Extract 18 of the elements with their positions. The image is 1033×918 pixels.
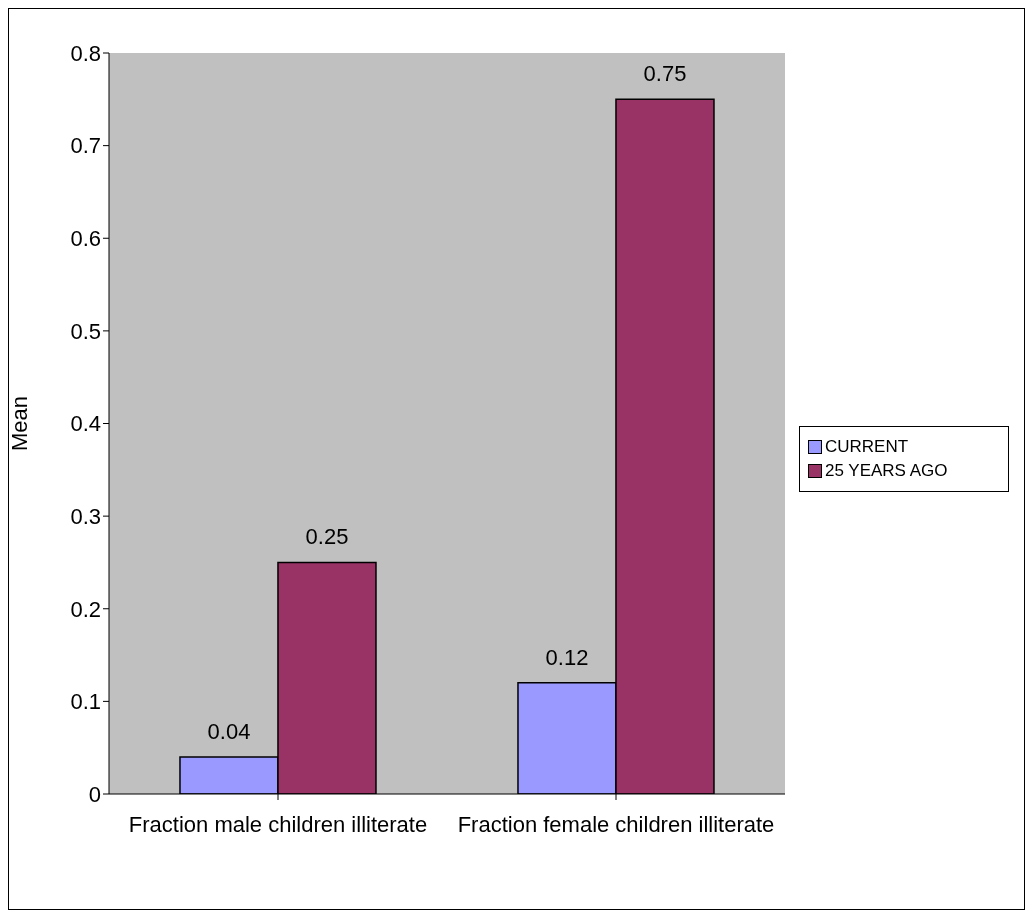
- data-label: 0.12: [545, 644, 589, 670]
- y-tick-label: 0: [88, 781, 101, 807]
- data-label: 0.75: [643, 61, 687, 87]
- y-tick-label: 0.2: [70, 596, 101, 622]
- y-tick-label: 0.6: [70, 226, 101, 252]
- y-tick-label: 0.1: [70, 689, 101, 715]
- legend-label: 25 YEARS AGO: [825, 461, 948, 481]
- y-tick-label: 0.5: [70, 318, 101, 344]
- data-label: 0.25: [305, 524, 349, 550]
- x-tick-label: Fraction female children illiterate: [457, 811, 775, 837]
- y-tick-label: 0.4: [70, 411, 101, 437]
- y-tick-label: 0.3: [70, 503, 101, 529]
- y-tick-label: 0.8: [70, 40, 101, 66]
- data-label: 0.04: [207, 718, 251, 744]
- x-tick-label: Fraction male children illiterate: [128, 811, 428, 837]
- legend-label: CURRENT: [825, 437, 909, 457]
- y-axis-title: Mean: [6, 395, 32, 452]
- y-tick-label: 0.7: [70, 133, 101, 159]
